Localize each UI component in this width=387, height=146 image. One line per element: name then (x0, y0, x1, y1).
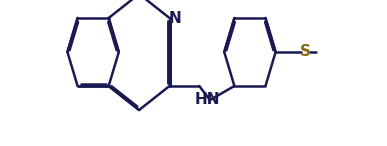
Text: HN: HN (195, 93, 220, 107)
Text: S: S (300, 45, 311, 60)
Text: N: N (168, 11, 181, 26)
